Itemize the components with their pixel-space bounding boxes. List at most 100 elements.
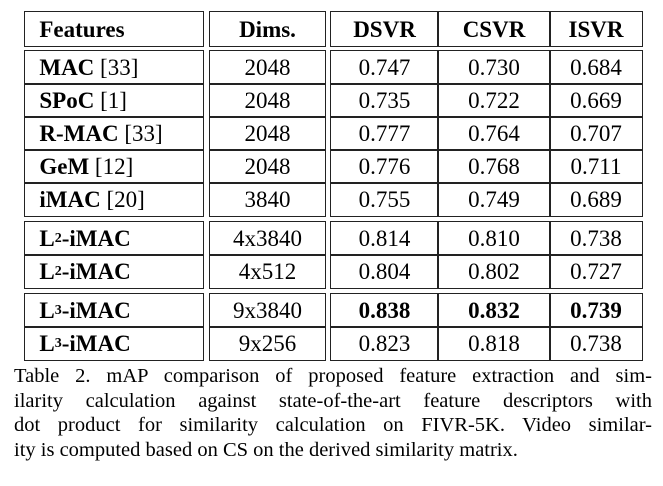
csvr-cell: 0.818 bbox=[437, 326, 551, 361]
dsvr-cell: 0.776 bbox=[330, 149, 439, 184]
cell-text: iMAC bbox=[39, 187, 101, 212]
dims-cell: 2048 bbox=[209, 83, 326, 118]
header-cell: Dims. bbox=[209, 11, 326, 47]
caption-line: ity is computed based on CS on the deriv… bbox=[14, 438, 518, 461]
results-table: Features Dims. DSVR CSVR ISVR MAC [33] 2048 0.7… bbox=[24, 11, 643, 361]
cell-text: 0.738 bbox=[570, 226, 622, 251]
cell-text: 2048 bbox=[244, 55, 291, 80]
dsvr-cell: 0.838 bbox=[330, 293, 439, 328]
cell-text: [1] bbox=[100, 88, 127, 113]
csvr-cell: 0.722 bbox=[437, 83, 551, 118]
cell-text: SPoC bbox=[39, 88, 95, 113]
cell-text: 2048 bbox=[244, 88, 291, 113]
isvr-cell: 0.689 bbox=[549, 182, 643, 217]
header-cell: ISVR bbox=[549, 11, 643, 47]
cell-text: 0.739 bbox=[570, 298, 622, 323]
cell-text: [33] bbox=[124, 121, 163, 146]
cell-text: CSVR bbox=[462, 16, 526, 42]
cell-text: -iMAC bbox=[61, 226, 131, 251]
caption-line: ilarity calculation against state-of-the… bbox=[14, 389, 652, 412]
cell-text: 0.730 bbox=[468, 55, 520, 80]
cell-text: 3 bbox=[54, 302, 62, 318]
cell-text: -iMAC bbox=[61, 259, 131, 284]
dims-cell: 2048 bbox=[209, 149, 326, 184]
feature-name-cell: SPoC [1] bbox=[24, 83, 204, 118]
dsvr-cell: 0.755 bbox=[330, 182, 439, 217]
cell-text: 0.684 bbox=[570, 55, 622, 80]
cell-text: 3840 bbox=[244, 187, 291, 212]
cell-text: L bbox=[39, 226, 55, 251]
cell-text: [12] bbox=[94, 154, 134, 179]
feature-name-cell: MAC [33] bbox=[24, 50, 204, 85]
feature-name-cell: L 2 -iMAC bbox=[24, 221, 204, 256]
cell-text: 0.776 bbox=[358, 154, 411, 179]
cell-text: 3 bbox=[54, 335, 62, 351]
csvr-cell: 0.749 bbox=[437, 182, 551, 217]
cell-text: 0.838 bbox=[358, 298, 411, 323]
csvr-cell: 0.832 bbox=[437, 293, 551, 328]
cell-text: 0.722 bbox=[468, 88, 520, 113]
cell-text: 2048 bbox=[244, 121, 291, 146]
dsvr-cell: 0.735 bbox=[330, 83, 439, 118]
isvr-cell: 0.711 bbox=[549, 149, 643, 184]
cell-text: 0.707 bbox=[570, 121, 622, 146]
feature-name-cell: L 2 -iMAC bbox=[24, 254, 204, 289]
csvr-cell: 0.768 bbox=[437, 149, 551, 184]
csvr-cell: 0.730 bbox=[437, 50, 551, 85]
cell-text: L bbox=[39, 331, 55, 356]
isvr-cell: 0.707 bbox=[549, 116, 643, 151]
dims-cell: 2048 bbox=[209, 116, 326, 151]
cell-text: 4x512 bbox=[238, 259, 297, 284]
dsvr-cell: 0.747 bbox=[330, 50, 439, 85]
feature-name-cell: L 3 -iMAC bbox=[24, 293, 204, 328]
cell-text: 0.711 bbox=[570, 154, 622, 179]
feature-name-cell: GeM [12] bbox=[24, 149, 204, 184]
csvr-cell: 0.802 bbox=[437, 254, 551, 289]
dims-cell: 9x256 bbox=[209, 326, 326, 361]
header-cell: CSVR bbox=[437, 11, 551, 47]
dsvr-cell: 0.804 bbox=[330, 254, 439, 289]
isvr-cell: 0.739 bbox=[549, 293, 643, 328]
cell-text: 0.818 bbox=[468, 331, 520, 356]
cell-text: 0.738 bbox=[570, 331, 622, 356]
cell-text: 0.689 bbox=[570, 187, 622, 212]
cell-text: 2 bbox=[54, 230, 62, 246]
dims-cell: 4x512 bbox=[209, 254, 326, 289]
dsvr-cell: 0.777 bbox=[330, 116, 439, 151]
cell-text: 0.755 bbox=[358, 187, 411, 212]
cell-text: 0.735 bbox=[358, 88, 411, 113]
header-cell: DSVR bbox=[330, 11, 439, 47]
csvr-cell: 0.764 bbox=[437, 116, 551, 151]
dsvr-cell: 0.823 bbox=[330, 326, 439, 361]
dims-cell: 9x3840 bbox=[209, 293, 326, 328]
isvr-cell: 0.684 bbox=[549, 50, 643, 85]
isvr-cell: 0.669 bbox=[549, 83, 643, 118]
cell-text: 0.669 bbox=[570, 88, 622, 113]
cell-text: -iMAC bbox=[61, 298, 131, 323]
cell-text: 0.804 bbox=[358, 259, 411, 284]
dims-cell: 2048 bbox=[209, 50, 326, 85]
isvr-cell: 0.727 bbox=[549, 254, 643, 289]
cell-text: 9x256 bbox=[238, 331, 297, 356]
cell-text: Features bbox=[39, 16, 125, 42]
cell-text: Dims. bbox=[239, 16, 296, 42]
cell-text: 0.810 bbox=[468, 226, 520, 251]
cell-text: GeM bbox=[39, 154, 90, 179]
feature-name-cell: R-MAC [33] bbox=[24, 116, 204, 151]
cell-text: 4x3840 bbox=[233, 226, 302, 251]
dims-cell: 4x3840 bbox=[209, 221, 326, 256]
caption-line: dot product for similarity calculation o… bbox=[14, 414, 652, 436]
isvr-cell: 0.738 bbox=[549, 326, 643, 361]
cell-text: [33] bbox=[100, 55, 139, 80]
feature-name-cell: iMAC [20] bbox=[24, 182, 204, 217]
isvr-cell: 0.738 bbox=[549, 221, 643, 256]
cell-text: [20] bbox=[106, 187, 145, 212]
cell-text: L bbox=[39, 259, 55, 284]
cell-text: 0.749 bbox=[468, 187, 520, 212]
csvr-cell: 0.810 bbox=[437, 221, 551, 256]
cell-text: ISVR bbox=[568, 16, 624, 42]
cell-text: 2048 bbox=[244, 154, 291, 179]
cell-text: 0.747 bbox=[358, 55, 411, 80]
cell-text: R-MAC bbox=[39, 121, 119, 146]
cell-text: 0.764 bbox=[468, 121, 520, 146]
